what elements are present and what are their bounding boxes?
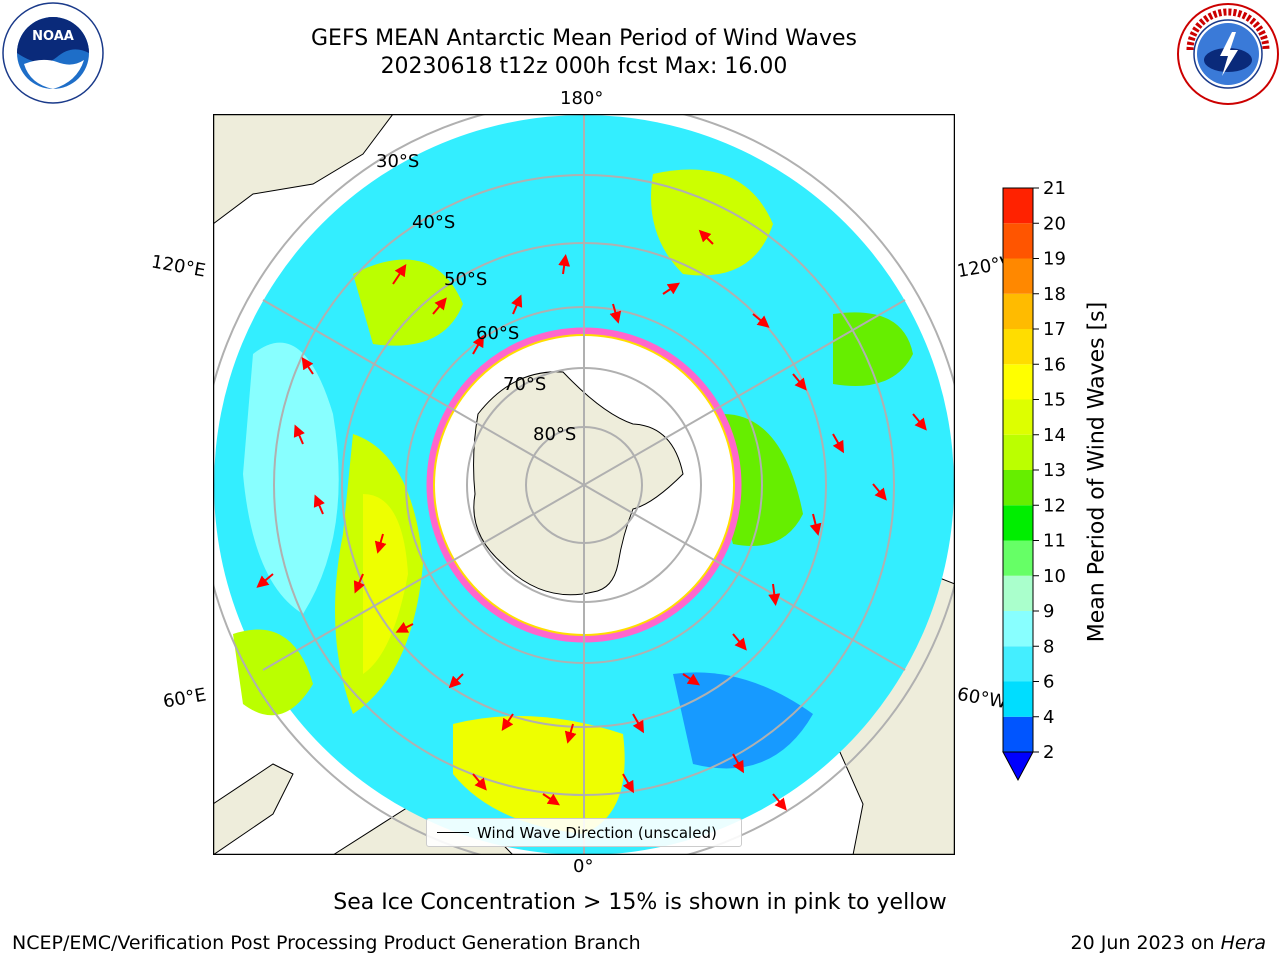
colorbar-segment	[1003, 646, 1033, 682]
footer-date-text: 20 Jun 2023 on	[1070, 932, 1221, 954]
wave-region-atlantic	[453, 716, 625, 834]
colorbar-segment	[1003, 540, 1033, 576]
colorbar-tick-label: 10	[1043, 566, 1066, 587]
colorbar-segment	[1003, 399, 1033, 435]
colorbar-tick-label: 15	[1043, 390, 1066, 411]
caption: Sea Ice Concentration > 15% is shown in …	[333, 890, 947, 915]
colorbar-tick-label: 4	[1043, 707, 1054, 728]
colorbar-tick-label: 21	[1043, 180, 1066, 199]
legend-label: Wind Wave Direction (unscaled)	[477, 823, 717, 842]
lat-label-50s: 50°S	[444, 269, 488, 290]
map-border	[213, 114, 955, 855]
colorbar-segment	[1003, 470, 1033, 506]
colorbar-tick-label: 6	[1043, 672, 1054, 693]
wave-region-pacific	[651, 169, 773, 276]
footer-credit: NCEP/EMC/Verification Post Processing Pr…	[12, 932, 641, 954]
colorbar-segment	[1003, 611, 1033, 647]
noaa-logo-text: NOAA	[32, 29, 74, 44]
wave-region-light	[243, 342, 339, 614]
colorbar-extend-arrow	[1002, 751, 1034, 782]
polar-map	[213, 114, 955, 855]
colorbar-tick-label: 2	[1043, 742, 1054, 763]
noaa-logo: NOAA	[2, 2, 104, 104]
colorbar-tick-label: 20	[1043, 213, 1066, 234]
lat-label-60s: 60°S	[476, 323, 520, 344]
nws-logo	[1177, 3, 1279, 105]
colorbar-ticks: 2 4 6 8 9 10 11 12 13 14 15 16 17 18 19 20 21	[1033, 180, 1066, 763]
colorbar-segment	[1003, 575, 1033, 611]
wave-region-short-period	[673, 672, 813, 769]
wind-wave-arrows	[256, 229, 927, 811]
lat-label-80s: 80°S	[533, 424, 577, 445]
colorbar-tick-label: 11	[1043, 531, 1066, 552]
colorbar-segment	[1003, 223, 1033, 259]
colorbar-segment	[1003, 434, 1033, 470]
wave-region-tasman	[353, 259, 463, 346]
wave-region-indian-peak	[363, 494, 408, 674]
colorbar-tick-label: 13	[1043, 460, 1066, 481]
colorbar-tick-label: 9	[1043, 601, 1054, 622]
colorbar-segment	[1003, 293, 1033, 329]
chart-title: GEFS MEAN Antarctic Mean Period of Wind …	[311, 26, 857, 51]
colorbar-segment	[1003, 329, 1033, 365]
map-legend: Wind Wave Direction (unscaled)	[426, 818, 742, 847]
colorbar-tick-label: 12	[1043, 495, 1066, 516]
colorbar-title: Mean Period of Wind Waves [s]	[1084, 301, 1110, 643]
colorbar: 2 4 6 8 9 10 11 12 13 14 15 16 17 18 19 20 21	[1002, 180, 1066, 782]
land-australia-region	[213, 114, 394, 225]
colorbar-tick-label: 18	[1043, 284, 1066, 305]
lat-label-70s: 70°S	[503, 374, 547, 395]
wave-region-southwest-indian	[233, 629, 313, 716]
chart-subtitle: 20230618 t12z 000h fcst Max: 16.00	[380, 54, 788, 79]
lon-label-top: 180°	[560, 88, 604, 109]
legend-line-icon	[437, 832, 469, 833]
lat-label-40s: 40°S	[412, 212, 456, 233]
colorbar-segment	[1003, 716, 1033, 752]
colorbar-tick-label: 8	[1043, 636, 1054, 657]
colorbar-segment	[1003, 188, 1033, 224]
colorbar-segment	[1003, 681, 1033, 717]
colorbar-segment	[1003, 364, 1033, 400]
colorbar-segments	[1003, 188, 1033, 752]
colorbar-tick-label: 16	[1043, 354, 1066, 375]
colorbar-segment	[1003, 505, 1033, 541]
lon-label-left-lower: 60°E	[161, 684, 208, 713]
colorbar-tick-label: 14	[1043, 425, 1066, 446]
antarctica	[473, 371, 684, 596]
graticule	[213, 114, 955, 855]
lon-label-left-upper: 120°E	[149, 251, 208, 282]
colorbar-segment	[1003, 258, 1033, 294]
footer-date: 20 Jun 2023 on Hera	[1071, 932, 1266, 954]
lat-label-30s: 30°S	[376, 151, 420, 172]
colorbar-tick-label: 17	[1043, 319, 1066, 340]
land-africa-region	[213, 763, 294, 855]
colorbar-tick-label: 19	[1043, 249, 1066, 270]
lon-label-bottom: 0°	[573, 856, 594, 877]
footer-host: Hera	[1220, 932, 1266, 954]
